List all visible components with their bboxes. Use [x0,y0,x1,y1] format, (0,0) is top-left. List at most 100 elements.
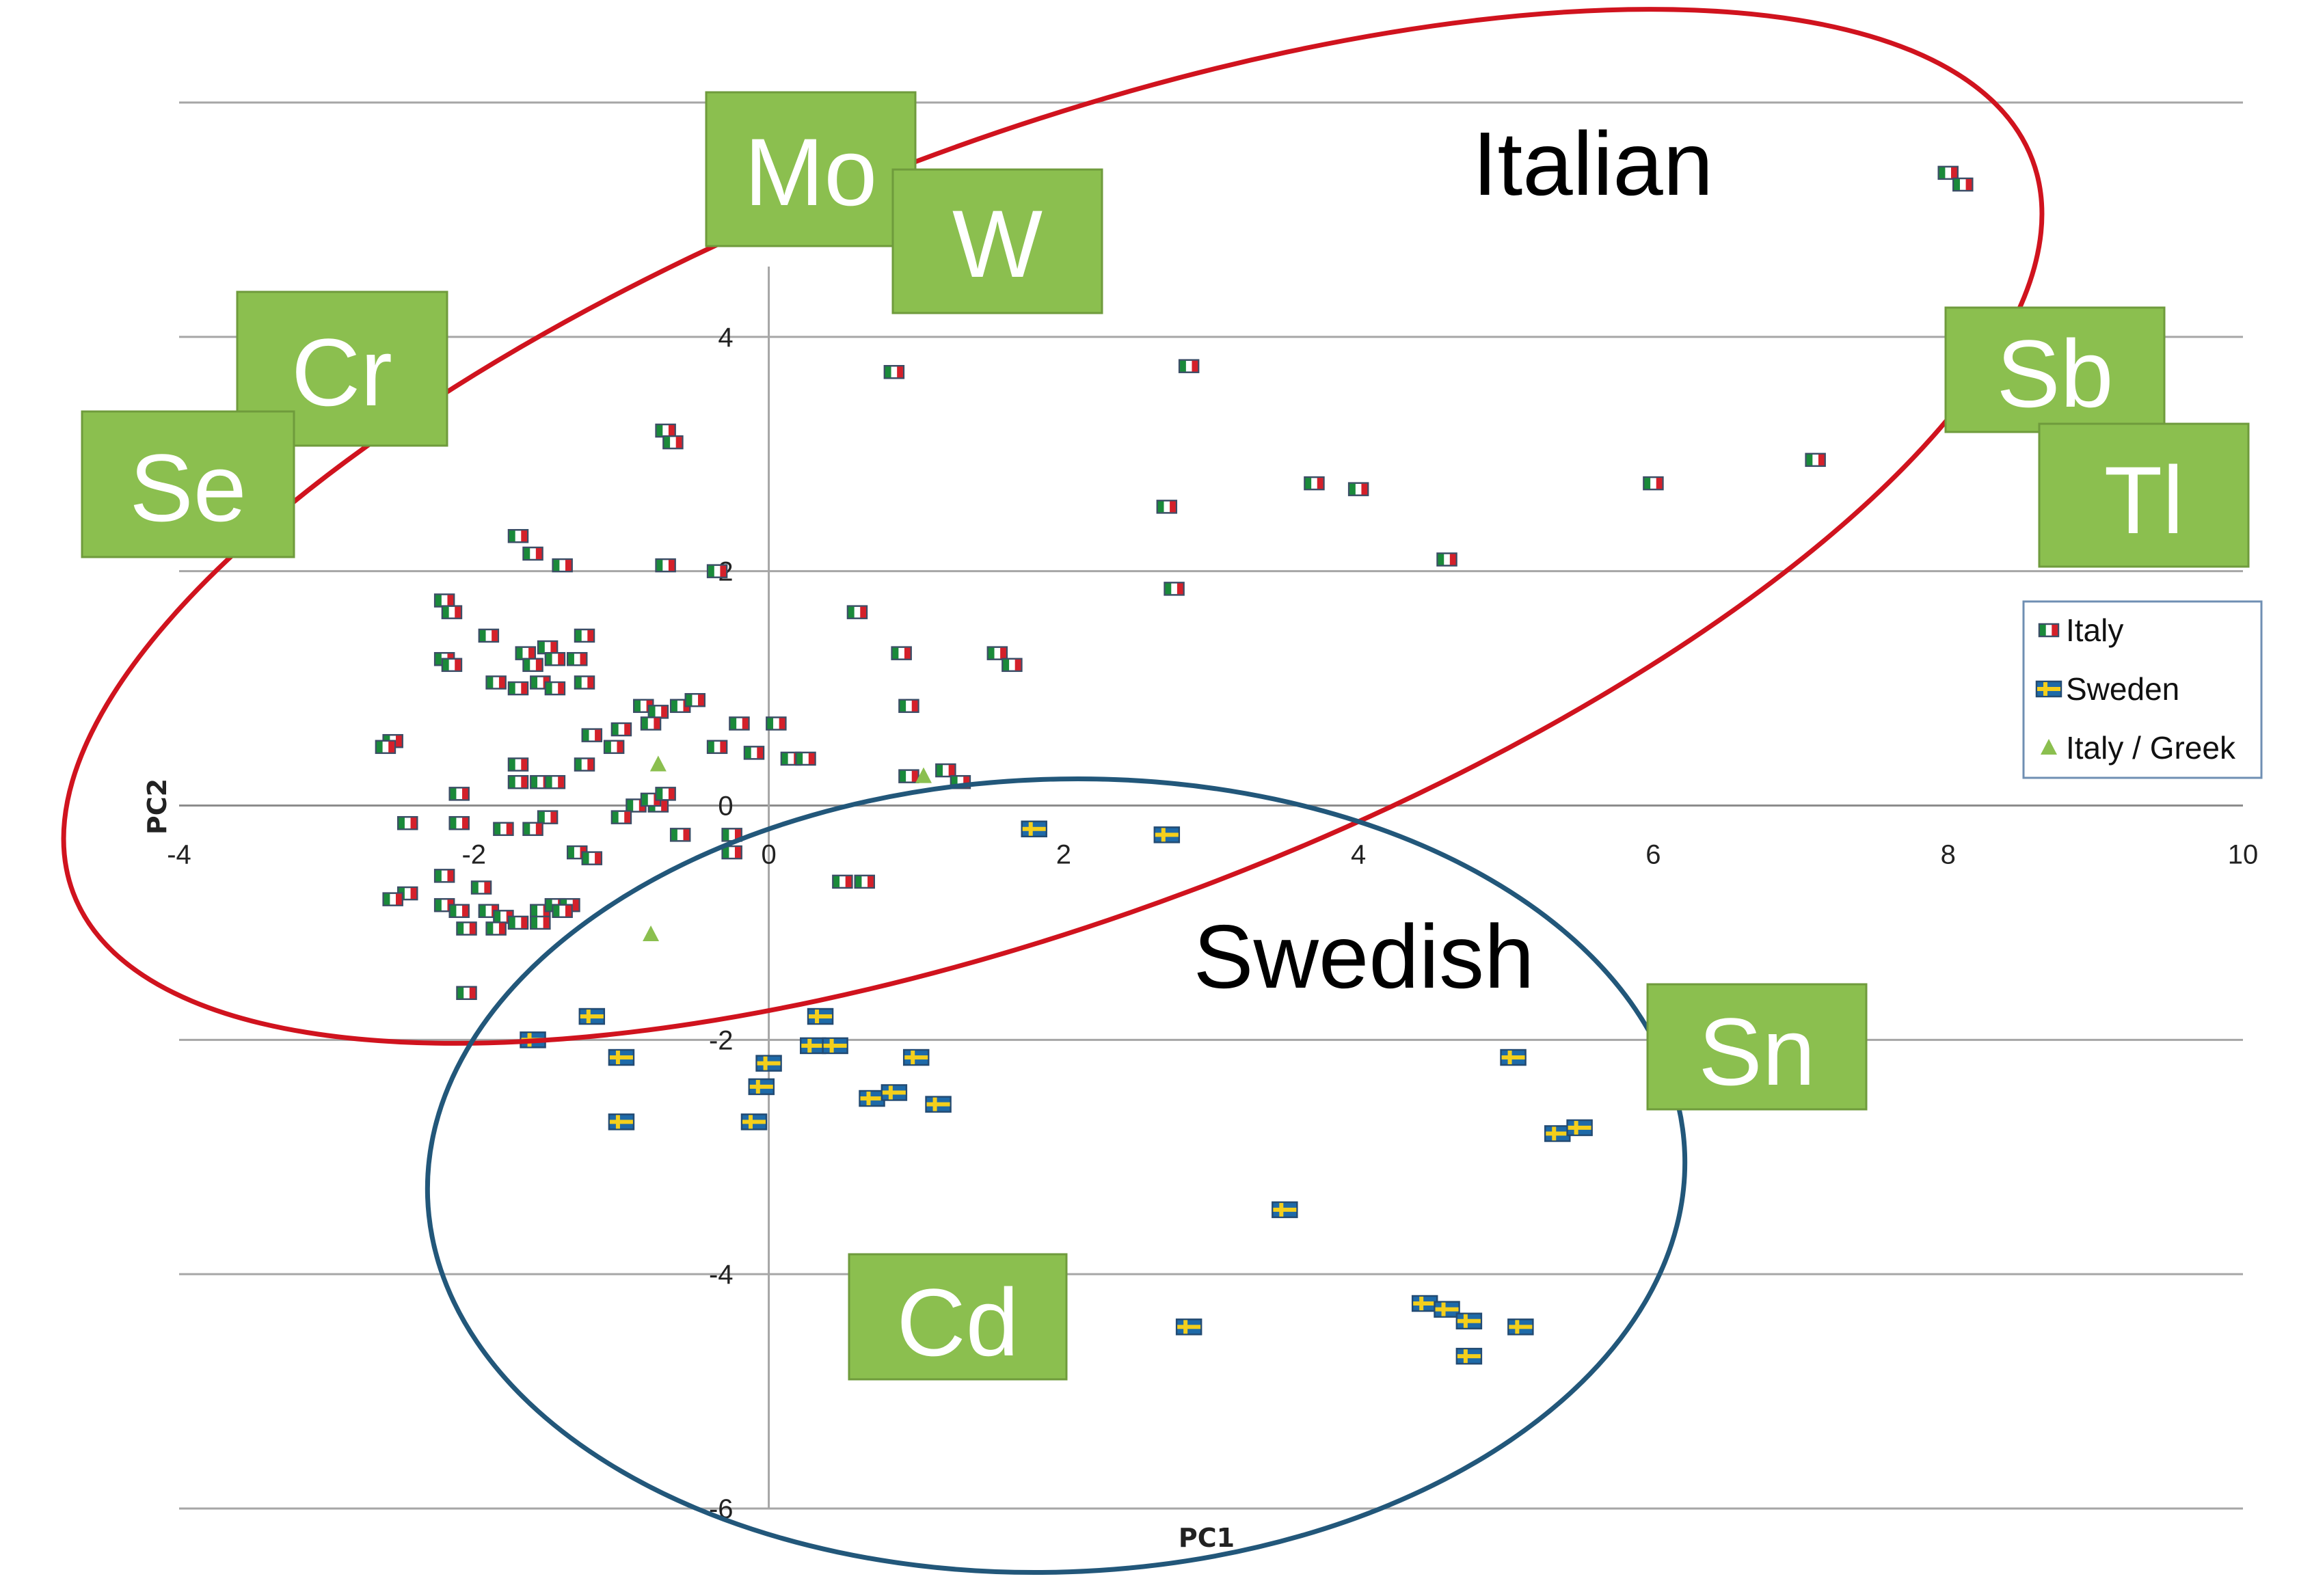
point-italy [448,787,470,801]
point-italy [647,705,669,719]
point-italy [854,874,875,889]
point-italy [1937,165,1959,180]
point-italy [478,628,500,643]
point-italy [456,921,477,936]
point-sweden [1455,1347,1483,1365]
point-sweden [1272,1201,1298,1219]
point-italy [603,740,625,755]
point-italy [507,774,529,789]
point-italy [846,605,868,619]
point-italy [544,651,566,666]
point-italy [544,774,566,789]
point-italy [515,646,537,660]
svg-text:W: W [952,190,1043,297]
point-italy [530,915,551,930]
element-box-sb: Sb [1944,306,2166,433]
point-italy [1178,359,1200,373]
svg-text:Cd: Cd [897,1269,1019,1376]
point-italy [493,822,514,837]
point-italy [507,757,529,772]
element-box-tl: Tl [2038,422,2250,568]
point-italy [986,646,1008,660]
point-italy [396,815,418,830]
y-tick-label: 0 [718,792,733,822]
point-italy [883,365,905,379]
point-sweden [807,1007,834,1025]
point-sweden [1544,1125,1571,1142]
point-sweden [1507,1318,1534,1336]
point-sweden [1153,826,1181,843]
svg-text:Tl: Tl [2104,446,2184,554]
point-italy [485,921,507,936]
point-italy [441,658,463,673]
point-italy [507,915,529,930]
point-italy [1304,476,1325,491]
swedish-cluster-label: Swedish [1194,906,1535,1007]
gridlines [179,101,2243,1510]
point-sweden [1455,1312,1483,1329]
point-italy [655,423,676,438]
y-tick-label: 4 [718,323,733,353]
point-sweden [1175,1318,1202,1336]
point-italy [655,787,676,801]
x-tick-label: 4 [1351,840,1366,870]
point-italy [581,851,603,865]
point-sweden [925,1096,952,1113]
point-italy [1347,482,1369,496]
svg-text:Sn: Sn [1698,998,1815,1105]
point-italy [743,746,765,760]
point-italy [375,740,396,755]
point-italy [662,435,684,450]
svg-text:Sb: Sb [1996,320,2113,427]
point-italy [1436,552,1457,567]
point-italy [706,740,728,755]
legend-item-sweden: Sweden [2035,671,2179,707]
point-sweden [740,1113,768,1131]
point-italy [898,699,919,714]
point-italy [1805,452,1826,468]
point-italy [1002,658,1023,673]
element-box-se: Se [81,410,295,558]
point-italy [522,658,543,673]
element-box-sn: Sn [1646,983,1868,1111]
point-italy-greek [649,755,667,772]
point-italy [552,558,573,573]
point-sweden [859,1090,885,1107]
x-tick-label: 10 [2228,840,2259,870]
x-tick-label: 2 [1056,840,1071,870]
svg-text:Italy / Greek: Italy / Greek [2066,730,2236,766]
point-italy [574,757,595,772]
element-box-cd: Cd [848,1253,1068,1381]
svg-text:Se: Se [129,434,246,541]
point-italy [655,558,676,573]
x-tick-label: -2 [461,840,486,870]
point-italy [684,692,705,707]
point-sweden [608,1113,635,1131]
point-italy [1643,476,1664,491]
point-italy [552,904,573,919]
point-italy [766,716,787,731]
svg-text:Sweden: Sweden [2066,671,2179,707]
point-sweden [1434,1301,1460,1318]
point-sweden [881,1084,908,1101]
point-sweden [800,1037,826,1055]
point-sweden [608,1049,635,1066]
svg-text:Italy: Italy [2066,612,2123,648]
point-italy [382,892,403,906]
point-italy [1952,177,1974,192]
point-italy [1156,500,1178,514]
point-italy [456,986,477,1001]
point-italy [581,728,603,742]
y-tick-label: -4 [709,1260,734,1290]
point-italy [795,751,816,766]
point-italy [669,828,691,842]
legend-item-italy-greek: Italy / Greek [2041,730,2236,766]
point-sweden [1021,820,1047,838]
data-points [375,165,1974,1365]
point-sweden [902,1049,930,1066]
italian-cluster-label: Italian [1473,113,1713,214]
point-sweden [578,1007,606,1025]
point-italy [448,904,470,919]
